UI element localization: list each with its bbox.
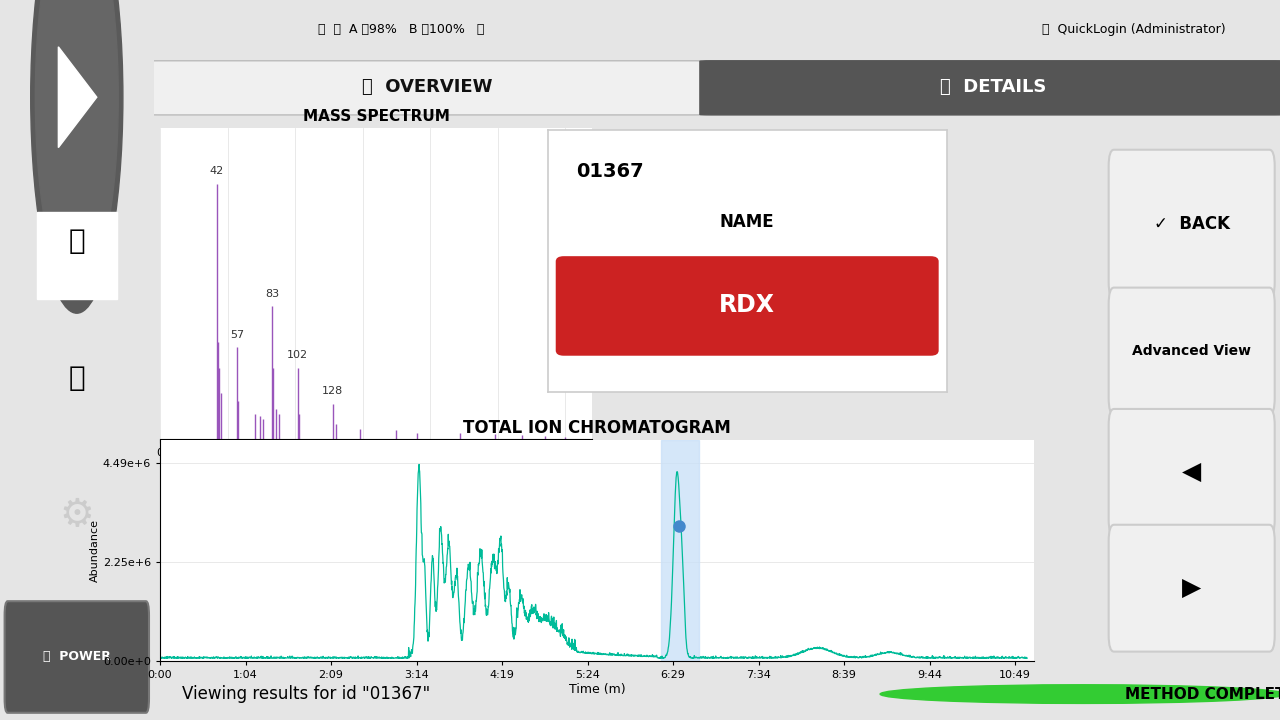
Bar	[660, 441, 699, 661]
FancyBboxPatch shape	[1108, 287, 1275, 415]
Text: 💧  OVERVIEW: 💧 OVERVIEW	[362, 78, 493, 96]
Text: 102: 102	[287, 350, 308, 360]
Text: 83: 83	[265, 289, 279, 299]
Text: ⏻  POWER: ⏻ POWER	[42, 650, 111, 663]
Text: 👤  QuickLogin (Administrator): 👤 QuickLogin (Administrator)	[1042, 23, 1225, 36]
Circle shape	[31, 0, 123, 313]
FancyBboxPatch shape	[148, 60, 705, 115]
Text: RDX: RDX	[719, 292, 776, 317]
Text: 01367: 01367	[576, 162, 644, 181]
FancyBboxPatch shape	[700, 60, 1280, 115]
Text: 📋: 📋	[69, 228, 84, 255]
X-axis label: M/z: M/z	[365, 459, 387, 473]
FancyBboxPatch shape	[1108, 525, 1275, 652]
Text: 57: 57	[230, 330, 244, 340]
Title: TOTAL ION CHROMATOGRAM: TOTAL ION CHROMATOGRAM	[463, 420, 731, 438]
Circle shape	[36, 0, 118, 292]
Title: MASS SPECTRUM: MASS SPECTRUM	[302, 109, 449, 124]
FancyBboxPatch shape	[37, 212, 116, 299]
Text: ▶: ▶	[1181, 576, 1202, 600]
Circle shape	[881, 685, 1280, 703]
Text: ✓  BACK: ✓ BACK	[1153, 215, 1230, 233]
X-axis label: Time (m): Time (m)	[568, 683, 625, 696]
Text: METHOD COMPLETE: METHOD COMPLETE	[1125, 687, 1280, 701]
Text: Advanced View: Advanced View	[1133, 344, 1251, 358]
FancyBboxPatch shape	[5, 601, 148, 713]
Text: ◀: ◀	[1181, 460, 1202, 485]
Text: ⚙: ⚙	[59, 496, 95, 534]
Y-axis label: Abundance: Abundance	[90, 519, 100, 582]
FancyBboxPatch shape	[1108, 150, 1275, 299]
FancyBboxPatch shape	[1108, 409, 1275, 536]
Text: NAME: NAME	[719, 213, 774, 231]
Polygon shape	[59, 47, 97, 148]
Text: 🩺: 🩺	[69, 364, 84, 392]
Text: 128: 128	[323, 386, 343, 396]
Text: Viewing results for id "01367": Viewing results for id "01367"	[182, 685, 430, 703]
FancyBboxPatch shape	[556, 256, 938, 356]
Text: 💧  DETAILS: 💧 DETAILS	[940, 78, 1046, 96]
Text: 42: 42	[210, 166, 224, 176]
Text: 📶  📍  A 🔋98%   B 🔋100%   🔲: 📶 📍 A 🔋98% B 🔋100% 🔲	[319, 23, 485, 36]
